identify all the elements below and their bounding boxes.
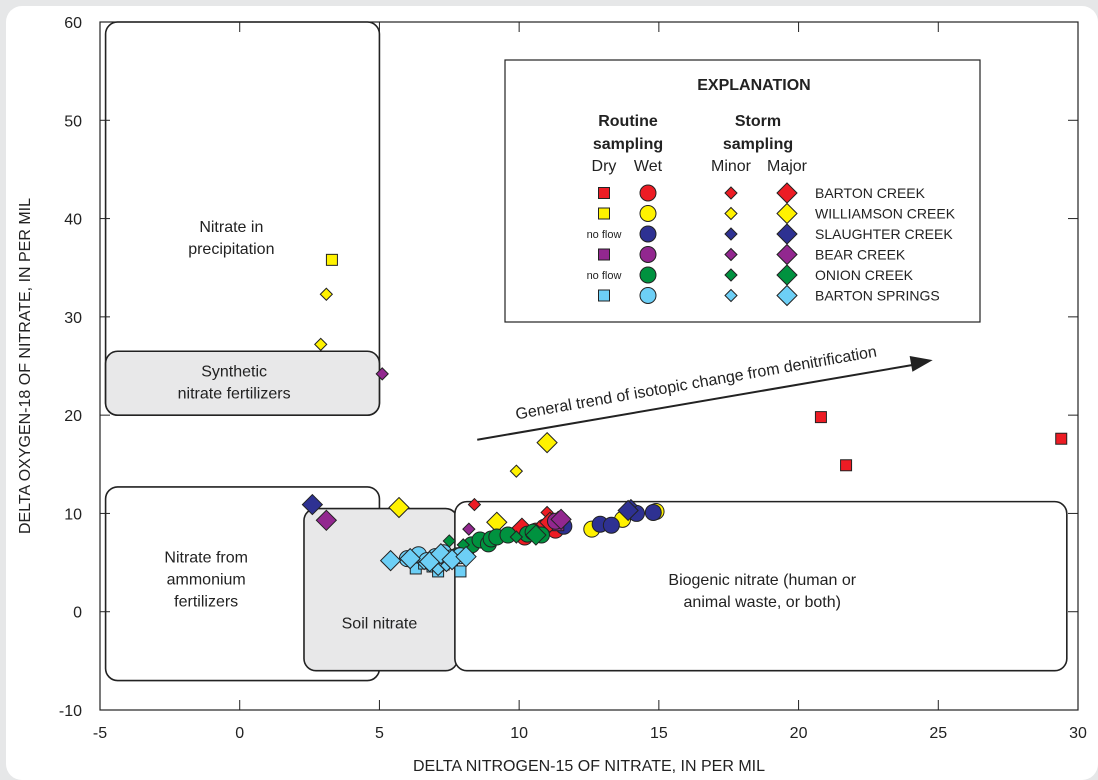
data-point xyxy=(314,337,328,352)
legend-marker xyxy=(598,207,610,220)
data-point xyxy=(301,493,324,516)
data-point xyxy=(525,524,547,546)
data-point xyxy=(379,549,402,572)
region-label: Soil nitrate xyxy=(342,616,418,633)
region-label: Synthetic nitrate fertilizers xyxy=(178,364,291,403)
x-tick-label: 25 xyxy=(929,725,947,742)
y-tick-label: 50 xyxy=(64,113,82,130)
region-box xyxy=(454,500,1068,672)
legend-marker xyxy=(724,247,738,262)
legend-marker xyxy=(639,225,657,243)
legend-marker xyxy=(639,287,657,304)
data-point xyxy=(467,497,482,512)
region-label: Biogenic nitrate (human or animal waste, … xyxy=(668,572,856,611)
legend-marker xyxy=(724,186,738,200)
data-point xyxy=(388,496,410,519)
legend-box xyxy=(504,59,981,323)
legend-marker xyxy=(724,268,738,282)
trend-arrow-head xyxy=(909,356,933,372)
x-tick-label: 15 xyxy=(650,725,668,742)
y-axis-label: DELTA OXYGEN-18 OF NITRATE, IN PER MIL xyxy=(17,198,34,534)
data-point xyxy=(319,287,334,301)
x-tick-label: 0 xyxy=(235,725,244,742)
x-tick-label: 5 xyxy=(375,725,384,742)
legend-marker xyxy=(639,246,657,263)
data-point xyxy=(455,545,477,568)
legend-title: EXPLANATION xyxy=(697,77,810,94)
legend-marker xyxy=(776,284,798,307)
legend-site-label: ONION CREEK xyxy=(815,267,914,283)
legend-no-flow: no flow xyxy=(587,229,622,241)
legend-marker xyxy=(598,187,610,199)
plot-frame xyxy=(99,21,1079,711)
data-point xyxy=(814,411,827,424)
legend-marker xyxy=(598,289,610,302)
legend-site-label: BARTON CREEK xyxy=(815,185,926,201)
y-tick-label: 0 xyxy=(73,605,82,622)
region-box xyxy=(303,507,459,672)
x-tick-label: 20 xyxy=(790,725,808,742)
data-point xyxy=(375,367,389,381)
x-tick-label: -5 xyxy=(93,725,107,742)
legend-marker xyxy=(724,288,738,303)
legend-site-label: BEAR CREEK xyxy=(815,247,906,263)
legend-storm-header: sampling xyxy=(723,136,793,153)
data-point xyxy=(536,431,558,454)
y-tick-label: 30 xyxy=(64,310,82,327)
legend-storm-header: Storm xyxy=(735,113,781,130)
data-point xyxy=(325,253,338,266)
y-tick-label: 60 xyxy=(64,15,82,32)
legend-marker xyxy=(724,227,738,241)
data-point xyxy=(550,508,572,531)
data-point xyxy=(462,522,476,536)
legend-column-label: Major xyxy=(767,158,808,175)
data-point xyxy=(602,516,620,534)
legend-routine-header: sampling xyxy=(593,136,663,153)
y-tick-label: 10 xyxy=(64,506,82,523)
data-point xyxy=(840,459,853,472)
region-box xyxy=(104,350,381,416)
legend-site-label: SLAUGHTER CREEK xyxy=(815,226,953,242)
legend-marker xyxy=(639,205,657,222)
data-point xyxy=(509,530,524,544)
y-tick-label: 20 xyxy=(64,408,82,425)
legend-site-label: WILLIAMSON CREEK xyxy=(815,206,956,222)
data-point xyxy=(644,503,662,521)
data-point xyxy=(617,499,639,522)
legend-column-label: Wet xyxy=(634,158,663,175)
legend-no-flow: no flow xyxy=(587,270,622,282)
region-label: Nitrate from ammonium fertilizers xyxy=(164,549,248,610)
y-tick-label: -10 xyxy=(59,703,82,720)
data-point xyxy=(454,565,467,578)
legend-marker xyxy=(724,206,738,221)
data-point xyxy=(399,547,421,570)
legend-marker xyxy=(598,248,610,261)
data-point xyxy=(1055,432,1068,445)
legend-marker xyxy=(639,184,657,202)
legend-column-label: Dry xyxy=(592,158,617,175)
legend-routine-header: Routine xyxy=(598,113,658,130)
x-axis-label: DELTA NITROGEN-15 OF NITRATE, IN PER MIL xyxy=(413,758,765,775)
x-tick-label: 10 xyxy=(510,725,528,742)
trend-arrow-line xyxy=(477,363,915,441)
x-tick-label: 30 xyxy=(1069,725,1087,742)
legend-site-label: BARTON SPRINGS xyxy=(815,288,940,304)
legend-column-label: Minor xyxy=(711,158,752,175)
region-label: Nitrate in precipitation xyxy=(188,219,274,258)
y-tick-label: 40 xyxy=(64,212,82,229)
data-point xyxy=(315,509,338,532)
legend-marker xyxy=(639,266,657,284)
data-point xyxy=(509,464,524,478)
